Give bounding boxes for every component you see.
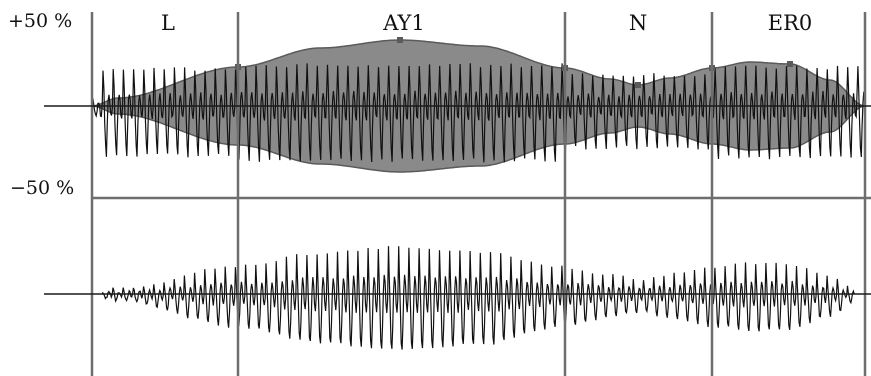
zero-lines bbox=[44, 105, 871, 295]
segment-label-ay1: AY1 bbox=[382, 11, 425, 35]
top-panel bbox=[91, 37, 866, 173]
segment-label-l: L bbox=[161, 11, 175, 35]
axis-label-top: +50 % bbox=[8, 10, 72, 32]
waveform-bottom bbox=[102, 246, 855, 350]
bottom-panel bbox=[102, 246, 855, 350]
envelope-control-point bbox=[397, 37, 403, 43]
segment-label-er0: ER0 bbox=[768, 11, 813, 35]
segment-label-n: N bbox=[629, 11, 647, 35]
envelope-control-point bbox=[787, 61, 793, 67]
grid bbox=[90, 12, 871, 376]
envelope-control-point bbox=[635, 82, 641, 88]
waveform-top bbox=[91, 63, 866, 163]
axis-label-bottom: −50 % bbox=[10, 177, 74, 199]
